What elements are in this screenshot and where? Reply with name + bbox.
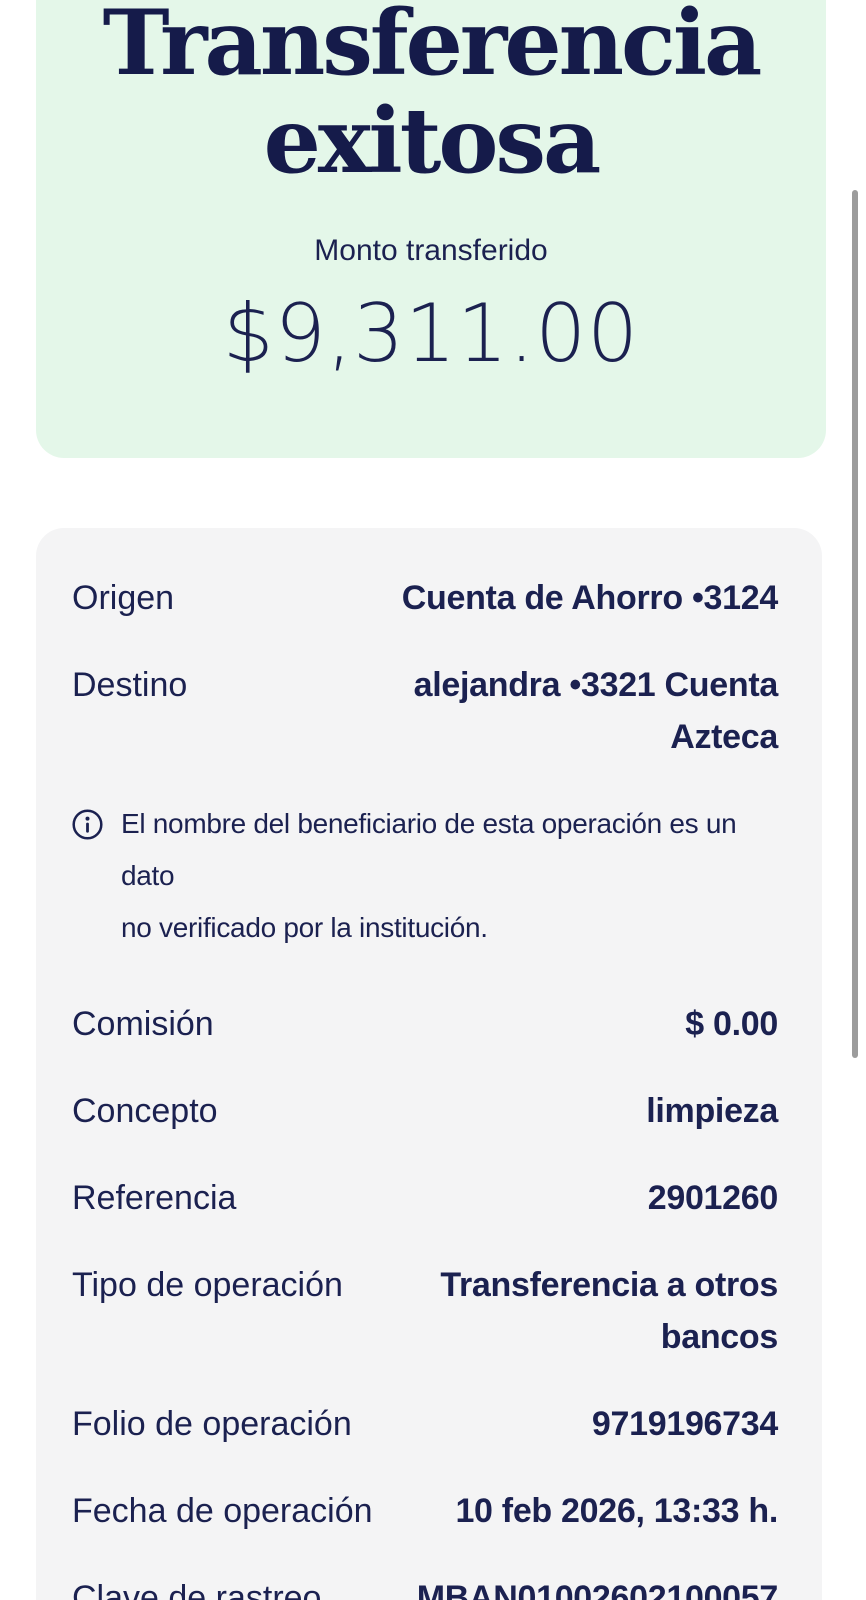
row-value: limpieza — [646, 1092, 778, 1130]
row-label: Tipo de operación — [72, 1266, 343, 1304]
row-commission: Comisión $ 0.00 — [72, 998, 778, 1050]
row-operation-type: Tipo de operación Transferencia a otros … — [72, 1259, 778, 1363]
row-origin: Origen Cuenta de Ahorro •3124 — [72, 572, 778, 624]
row-label: Folio de operación — [72, 1405, 352, 1443]
row-reference: Referencia 2901260 — [72, 1172, 778, 1224]
row-value: $ 0.00 — [685, 1005, 778, 1043]
row-label: Origen — [72, 579, 175, 617]
row-value: Transferencia a otros bancos — [440, 1266, 778, 1356]
row-value: alejandra •3321 Cuenta Azteca — [413, 666, 779, 756]
amount-label: Monto transferido — [314, 234, 548, 267]
row-value: Cuenta de Ahorro •3124 — [401, 579, 779, 617]
page-title: Transferencia exitosa — [102, 0, 763, 194]
row-label: Destino — [72, 666, 188, 704]
row-label: Clave de rastreo — [72, 1579, 322, 1600]
row-value: MBAN01002602100057 257019 — [416, 1579, 779, 1600]
row-label: Referencia — [72, 1179, 237, 1217]
success-hero-card: Transferencia exitosa Monto transferido … — [36, 0, 826, 458]
row-value: 9719196734 — [591, 1405, 778, 1443]
row-label: Comisión — [72, 1005, 214, 1043]
transfer-details-card: Origen Cuenta de Ahorro •3124 Destino al… — [36, 528, 822, 1600]
transferred-amount: $9,311.00 — [222, 287, 640, 380]
row-destination: Destino alejandra •3321 Cuenta Azteca — [72, 659, 778, 763]
beneficiary-disclaimer: El nombre del beneficiario de esta opera… — [72, 798, 778, 954]
row-label: Fecha de operación — [72, 1492, 373, 1530]
info-icon — [72, 809, 103, 845]
row-concept: Concepto limpieza — [72, 1085, 778, 1137]
scrollbar[interactable] — [852, 190, 858, 1058]
disclaimer-text: El nombre del beneficiario de esta opera… — [121, 808, 737, 943]
row-tracking-key: Clave de rastreo MBAN01002602100057 2570… — [72, 1572, 778, 1600]
row-operation-folio: Folio de operación 9719196734 — [72, 1398, 778, 1450]
row-value: 2901260 — [647, 1179, 779, 1217]
row-label: Concepto — [72, 1092, 218, 1130]
row-operation-date: Fecha de operación 10 feb 2026, 13:33 h. — [72, 1485, 778, 1537]
row-value: 10 feb 2026, 13:33 h. — [455, 1492, 778, 1530]
